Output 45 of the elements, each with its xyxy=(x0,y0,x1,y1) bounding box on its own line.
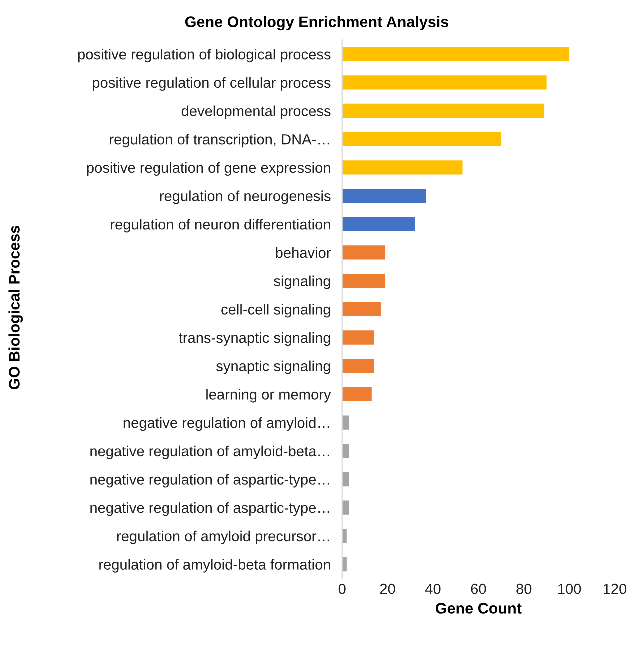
bar xyxy=(342,330,374,345)
bar xyxy=(342,188,426,204)
bar xyxy=(342,76,547,90)
y-tick-label: negative regulation of amyloid… xyxy=(124,418,330,432)
bar xyxy=(342,160,463,175)
y-tick-label: learning or memory xyxy=(206,389,332,403)
y-tick-label: regulation of neuron differentiation xyxy=(111,219,330,233)
y-tick-label: signaling xyxy=(274,276,330,290)
bar xyxy=(342,246,386,260)
bar xyxy=(342,302,381,316)
x-tick-label: 40 xyxy=(425,584,441,594)
bar xyxy=(342,47,570,62)
y-tick-label: regulation of amyloid-beta formation xyxy=(100,559,330,573)
bar xyxy=(342,500,350,515)
x-tick-label: 0 xyxy=(338,584,346,594)
y-tick-label: trans-synaptic signaling xyxy=(179,332,330,346)
y-tick-label: negative regulation of amyloid-beta… xyxy=(90,446,330,460)
bar xyxy=(342,217,416,232)
y-tick-label: positive regulation of gene expression xyxy=(87,162,330,176)
y-tick-label: negative regulation of aspartic-type… xyxy=(90,474,330,488)
x-axis-title: Gene Count xyxy=(436,603,522,614)
chart-title: Gene Ontology Enrichment Analysis xyxy=(185,16,449,31)
x-tick-label: 60 xyxy=(471,584,486,594)
y-tick-label: negative regulation of aspartic-type… xyxy=(90,502,330,516)
y-tick-label: positive regulation of biological process xyxy=(78,49,331,63)
x-tick-label: 120 xyxy=(604,584,627,594)
y-tick-label: synaptic signaling xyxy=(216,360,330,374)
y-axis-title: GO Biological Process xyxy=(8,226,24,390)
bar xyxy=(342,104,545,118)
bar xyxy=(342,416,350,430)
y-tick-label: cell-cell signaling xyxy=(222,304,330,318)
y-tick-label: regulation of amyloid precursor… xyxy=(117,530,330,544)
y-tick-label: behavior xyxy=(276,247,332,258)
y-tick-label: regulation of neurogenesis xyxy=(160,190,331,204)
bar xyxy=(342,387,372,402)
y-tick-label: regulation of transcription, DNA-… xyxy=(110,134,330,148)
x-tick-label: 80 xyxy=(516,584,532,594)
bar xyxy=(342,359,374,374)
y-tick-label: positive regulation of cellular process xyxy=(93,77,331,91)
bar xyxy=(342,132,502,146)
bar xyxy=(342,529,347,544)
bar xyxy=(342,274,386,288)
x-tick-label: 20 xyxy=(380,584,396,594)
x-tick-label: 100 xyxy=(558,584,582,594)
y-tick-label: developmental process xyxy=(182,106,331,120)
